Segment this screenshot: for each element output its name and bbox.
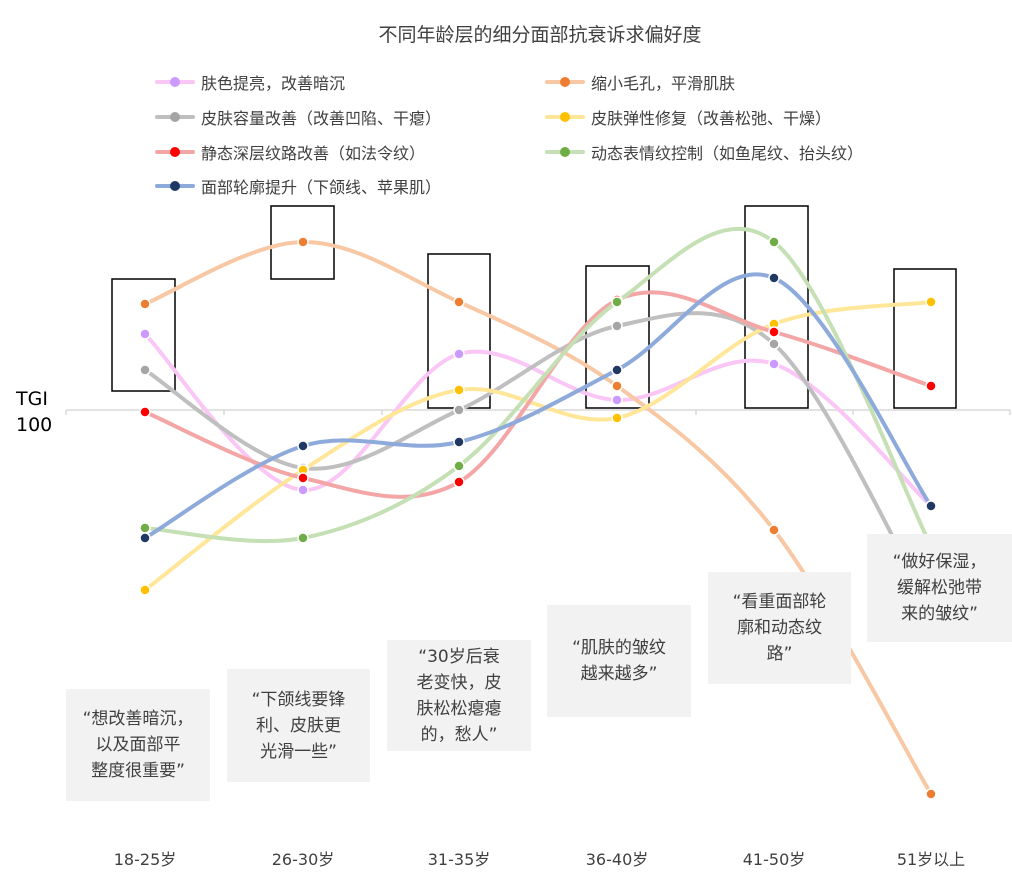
highlight-box [893, 268, 957, 409]
data-point-5-0 [139, 522, 151, 534]
legend-swatch [155, 71, 195, 93]
series-line-2 [143, 311, 933, 612]
data-point-3-2 [453, 384, 465, 396]
annotation-note: “看重面部轮 廓和动态纹 路” [708, 572, 851, 684]
data-point-3-0 [139, 584, 151, 596]
x-tick-label: 36-40岁 [585, 850, 649, 869]
legend-label: 肤色提亮，改善暗沉 [201, 74, 346, 93]
data-point-0-2 [453, 348, 465, 360]
x-tick-label: 31-35岁 [427, 850, 491, 869]
legend-swatch [155, 106, 195, 128]
data-point-4-1 [297, 472, 309, 484]
legend-item: 肤色提亮，改善暗沉 [155, 71, 345, 93]
data-point-4-5 [925, 380, 937, 392]
data-point-4-2 [453, 476, 465, 488]
legend-swatch [155, 141, 195, 163]
data-point-4-4 [768, 326, 780, 338]
legend-swatch [545, 106, 585, 128]
data-point-1-2 [453, 296, 465, 308]
data-point-0-0 [139, 328, 151, 340]
data-point-2-3 [611, 320, 623, 332]
data-point-6-4 [768, 272, 780, 284]
data-point-5-1 [297, 532, 309, 544]
data-point-2-0 [139, 364, 151, 376]
data-point-6-0 [139, 532, 151, 544]
annotation-note: “想改善暗沉， 以及面部平 整度很重要” [66, 689, 210, 801]
series-line-0 [143, 332, 933, 508]
data-point-2-4 [768, 338, 780, 350]
data-point-6-2 [453, 436, 465, 448]
data-point-5-4 [768, 236, 780, 248]
highlight-box [270, 205, 335, 280]
legend-swatch [155, 175, 195, 197]
data-point-1-1 [297, 236, 309, 248]
data-point-6-3 [611, 364, 623, 376]
reference-line-label: 100 [16, 414, 53, 436]
annotation-note: “肌肤的皱纹 越来越多” [547, 605, 691, 717]
series-line-3 [143, 300, 933, 592]
legend-swatch [545, 71, 585, 93]
legend-label: 动态表情纹控制（如鱼尾纹、抬头纹） [591, 144, 864, 163]
x-tick-label: 18-25岁 [113, 850, 177, 869]
x-tick-label: 26-30岁 [271, 850, 335, 869]
legend-label: 皮肤容量改善（改善凹陷、干瘪） [201, 109, 442, 128]
legend-label: 静态深层纹路改善（如法令纹） [201, 144, 426, 163]
data-point-1-0 [139, 298, 151, 310]
annotation-note: “30岁后衰 老变快，皮 肤松松瘪瘪 的，愁人” [387, 640, 531, 751]
data-point-3-3 [611, 412, 623, 424]
data-point-5-2 [453, 460, 465, 472]
x-tick-label: 41-50岁 [742, 850, 806, 869]
data-point-6-5 [925, 500, 937, 512]
data-point-1-4 [768, 524, 780, 536]
data-point-4-0 [139, 406, 151, 418]
legend-item: 皮肤弹性修复（改善松弛、干燥） [545, 106, 831, 128]
legend-item: 面部轮廓提升（下颌线、苹果肌） [155, 175, 441, 197]
chart-title: 不同年龄层的细分面部抗衰诉求偏好度 [378, 24, 702, 46]
y-axis-title: TGI [16, 388, 48, 410]
data-point-2-2 [453, 404, 465, 416]
data-point-0-4 [768, 358, 780, 370]
data-point-1-5 [925, 788, 937, 800]
y-axis-label: TGI 100 [16, 386, 52, 438]
data-point-6-1 [297, 440, 309, 452]
legend-label: 缩小毛孔，平滑肌肤 [591, 74, 736, 93]
data-point-0-1 [297, 484, 309, 496]
legend-swatch [545, 141, 585, 163]
legend-item: 静态深层纹路改善（如法令纹） [155, 141, 425, 163]
legend-label: 皮肤弹性修复（改善松弛、干燥） [591, 109, 832, 128]
x-tick-label: 51岁以上 [896, 850, 966, 869]
data-point-0-3 [611, 394, 623, 406]
annotation-note: “下颌线要锋 利、皮肤更 光滑一些” [227, 669, 370, 782]
data-point-5-3 [611, 296, 623, 308]
data-point-3-5 [925, 296, 937, 308]
data-point-1-3 [611, 380, 623, 392]
legend-label: 面部轮廓提升（下颌线、苹果肌） [201, 178, 442, 197]
legend-item: 缩小毛孔，平滑肌肤 [545, 71, 735, 93]
series-line-6 [143, 272, 933, 540]
legend-item: 动态表情纹控制（如鱼尾纹、抬头纹） [545, 141, 863, 163]
annotation-note: “做好保湿， 缓解松弛带 来的皱纹” [867, 534, 1012, 642]
highlight-box [111, 278, 176, 392]
legend-item: 皮肤容量改善（改善凹陷、干瘪） [155, 106, 441, 128]
